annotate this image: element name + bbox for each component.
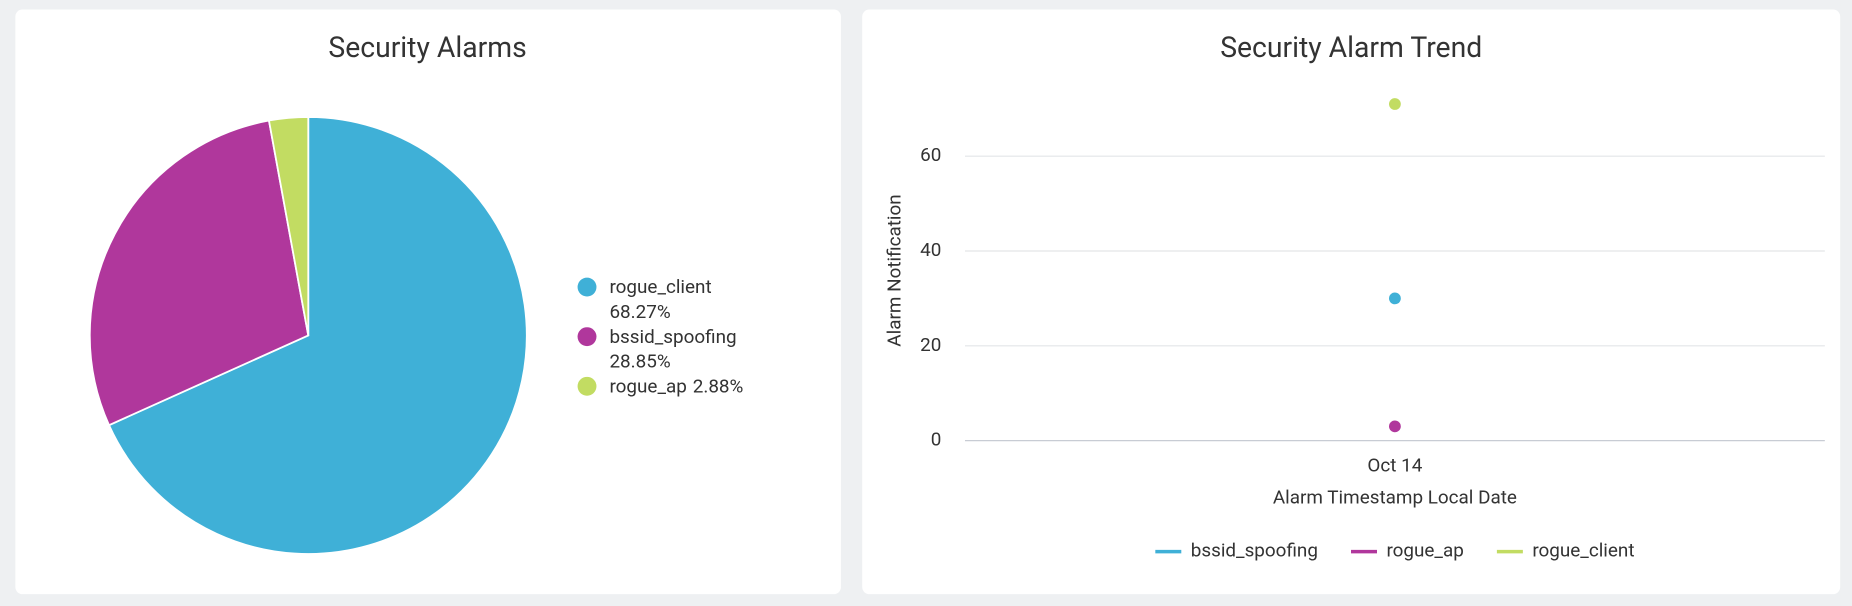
y-tick-label: 60 (920, 143, 941, 166)
y-tick-label: 40 (920, 238, 941, 261)
legend-label: rogue_client (1532, 539, 1634, 562)
legend-label: rogue_client (609, 275, 711, 298)
legend-marker (577, 327, 597, 347)
legend-label: rogue_ap (609, 374, 686, 397)
x-tick-label: Oct 14 (1367, 454, 1422, 477)
legend-marker (577, 277, 597, 297)
legend-marker (577, 376, 597, 396)
pie-slice (267, 116, 310, 336)
x-axis-title: Alarm Timestamp Local Date (1273, 485, 1517, 508)
y-tick-label: 20 (920, 333, 941, 356)
legend-label: bssid_spoofing (1191, 539, 1318, 562)
chart-title: Security Alarm Trend (1220, 31, 1482, 64)
data-point (1389, 420, 1401, 433)
y-tick-label: 0 (931, 428, 942, 451)
pie-slice (107, 116, 528, 555)
y-axis-title: Alarm Notification (882, 194, 905, 346)
legend-value: 28.85% (609, 350, 670, 373)
legend-label: rogue_ap (1386, 539, 1463, 562)
legend-value: 68.27% (609, 300, 670, 323)
pie-slice (88, 119, 310, 427)
chart-title: Security Alarms (328, 31, 526, 64)
legend-label: bssid_spoofing (609, 325, 736, 348)
legend-value: 2.88% (693, 374, 744, 397)
data-point (1389, 98, 1401, 110)
data-point (1389, 292, 1401, 305)
legend: bssid_spoofing rogue_ap rogue_client (1155, 539, 1634, 562)
